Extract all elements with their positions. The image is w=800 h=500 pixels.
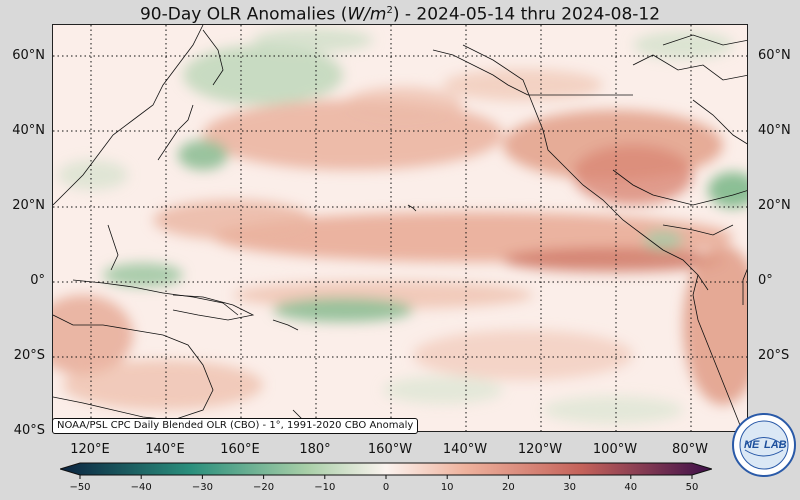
title-suffix: ) - 2024-05-14 thru 2024-08-12 (392, 4, 661, 25)
lon-label-160w: 160°W (367, 442, 413, 457)
logo-text-right: LAB (764, 439, 787, 451)
colorbar-tick-marks (79, 475, 693, 479)
lat-label-right-0: 0° (758, 273, 773, 288)
colorbar-tick-label: 40 (624, 482, 638, 493)
lat-label-right-20s: 20°S (758, 348, 790, 363)
title-unit-exponent: 2 (386, 5, 393, 16)
lon-label-140w: 140°W (442, 442, 488, 457)
colorbar-tick-label: 0 (382, 482, 390, 493)
colorbar-tick-label: −30 (191, 482, 213, 493)
lat-label-left-40s: 40°S (13, 423, 45, 438)
lat-label-right-20n: 20°N (758, 198, 791, 213)
title-unit: W/m (347, 4, 387, 25)
lat-label-left-20s: 20°S (13, 348, 45, 363)
colorbar-tick-label: −10 (314, 482, 336, 493)
colorbar-tick-label: −50 (69, 482, 91, 493)
colorbar-tick-label: −20 (253, 482, 275, 493)
lon-label-180: 180° (299, 442, 331, 457)
anomaly-field (53, 28, 747, 424)
lat-label-left-60n: 60°N (12, 48, 45, 63)
map-area (52, 24, 748, 432)
lat-label-left-0: 0° (30, 273, 45, 288)
lat-label-right-60n: 60°N (758, 48, 791, 63)
lat-label-left-20n: 20°N (12, 198, 45, 213)
lon-label-100w: 100°W (592, 442, 638, 457)
colorbar-tick-label: 30 (563, 482, 576, 493)
colorbar-tick-label: −40 (130, 482, 152, 493)
coastlines (53, 25, 747, 431)
colorbar-tick-label: 50 (685, 482, 699, 493)
logo-text-left: NE (744, 439, 760, 451)
title-prefix: 90-Day OLR Anomalies ( (139, 4, 348, 25)
lon-label-160e: 160°E (220, 442, 260, 457)
lon-label-80w: 80°W (672, 442, 708, 457)
lat-label-left-40n: 40°N (12, 123, 45, 138)
colorbar (60, 462, 712, 479)
lon-label-120w: 120°W (517, 442, 563, 457)
lat-label-right-40n: 40°N (758, 123, 791, 138)
colorbar-gradient (60, 462, 712, 476)
data-source-note: NOAA/PSL CPC Daily Blended OLR (CBO) - 1… (52, 418, 419, 434)
colorbar-tick-label: 20 (502, 482, 515, 493)
colorbar-tick-label: 10 (440, 482, 454, 493)
olr-anomaly-map (53, 25, 747, 431)
map-title: 90-Day OLR Anomalies (W/m2) - 2024-05-14… (0, 0, 800, 25)
psl-globe-logo: NE LAB (732, 413, 796, 477)
graticule (53, 25, 747, 431)
lon-label-140e: 140°E (145, 442, 185, 457)
lon-label-120e: 120°E (70, 442, 110, 457)
